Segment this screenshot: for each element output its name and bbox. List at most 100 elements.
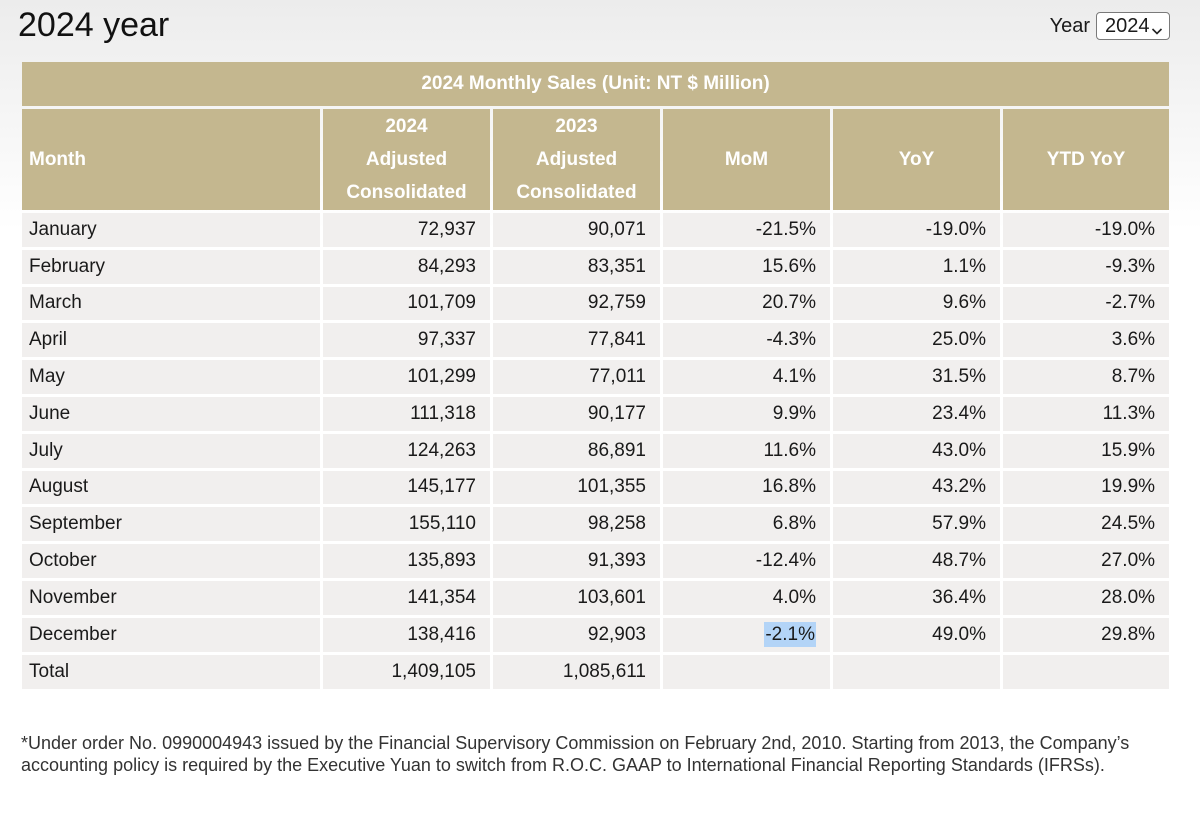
cell-2024: 135,893 (323, 544, 490, 578)
cell-month: February (22, 249, 320, 284)
header-ytd-yoy: YTD YoY (1003, 109, 1170, 210)
cell-yoy: 31.5% (833, 360, 1000, 394)
header-2023-adjusted-consolidated: 2023 Adjusted Consolidated (493, 109, 660, 210)
cell-mom: -21.5% (663, 213, 830, 247)
table-row: October 135,893 91,393 -12.4% 48.7% 27.0… (22, 544, 1170, 578)
cell-ytd-yoy: -9.3% (1003, 249, 1170, 284)
cell-yoy: 1.1% (833, 249, 1000, 284)
cell-mom: 4.0% (663, 580, 830, 615)
cell-2023: 90,071 (493, 213, 660, 247)
cell-2024: 111,318 (323, 396, 490, 431)
cell-mom: -12.4% (663, 544, 830, 578)
header-2023-line-3: Consolidated (516, 182, 637, 203)
chevron-down-icon (1151, 20, 1163, 35)
selected-text-highlight: -2.1% (764, 621, 816, 647)
cell-mom: 4.1% (663, 360, 830, 394)
cell-2024: 97,337 (323, 323, 490, 358)
header-mom: MoM (663, 109, 830, 210)
cell-total-2024: 1,409,105 (323, 654, 490, 689)
cell-mom: 16.8% (663, 470, 830, 505)
cell-ytd-yoy: 8.7% (1003, 360, 1170, 394)
table-row: May 101,299 77,011 4.1% 31.5% 8.7% (22, 360, 1170, 394)
header-2024-line-2: Adjusted (365, 149, 448, 170)
cell-2023: 86,891 (493, 433, 660, 468)
cell-2023: 83,351 (493, 249, 660, 284)
cell-ytd-yoy: 11.3% (1003, 396, 1170, 431)
table-row: June 111,318 90,177 9.9% 23.4% 11.3% (22, 396, 1170, 431)
cell-total-2023: 1,085,611 (493, 654, 660, 689)
cell-mom: 11.6% (663, 433, 830, 468)
cell-2024: 145,177 (323, 470, 490, 505)
cell-2023: 92,759 (493, 286, 660, 321)
header-month: Month (22, 109, 320, 210)
cell-yoy: 43.2% (833, 470, 1000, 505)
cell-ytd-yoy: 3.6% (1003, 323, 1170, 358)
table-caption: 2024 Monthly Sales (Unit: NT $ Million) (22, 62, 1170, 106)
year-label: Year (1049, 14, 1090, 37)
cell-2024: 101,709 (323, 286, 490, 321)
table-row: November 141,354 103,601 4.0% 36.4% 28.0… (22, 580, 1170, 615)
cell-2023: 98,258 (493, 507, 660, 542)
cell-2023: 91,393 (493, 544, 660, 578)
table-row: February 84,293 83,351 15.6% 1.1% -9.3% (22, 249, 1170, 284)
cell-total-yoy (833, 654, 1000, 689)
page-title: 2024 year (18, 6, 170, 44)
header-2023-line-2: Adjusted (535, 149, 618, 170)
table-row: April 97,337 77,841 -4.3% 25.0% 3.6% (22, 323, 1170, 358)
header-2024-adjusted-consolidated: 2024 Adjusted Consolidated (323, 109, 490, 210)
cell-month: August (22, 470, 320, 505)
cell-2023: 77,841 (493, 323, 660, 358)
cell-mom: 9.9% (663, 396, 830, 431)
cell-yoy: 25.0% (833, 323, 1000, 358)
cell-month: July (22, 433, 320, 468)
table-row: December 138,416 92,903 -2.1% 49.0% 29.8… (22, 617, 1170, 652)
cell-month: December (22, 617, 320, 652)
cell-ytd-yoy: -19.0% (1003, 213, 1170, 247)
cell-total-mom (663, 654, 830, 689)
cell-2024: 84,293 (323, 249, 490, 284)
cell-month: March (22, 286, 320, 321)
cell-2024: 138,416 (323, 617, 490, 652)
cell-month: May (22, 360, 320, 394)
cell-2023: 103,601 (493, 580, 660, 615)
table-row: January 72,937 90,071 -21.5% -19.0% -19.… (22, 213, 1170, 247)
cell-ytd-yoy: 24.5% (1003, 507, 1170, 542)
cell-yoy: 43.0% (833, 433, 1000, 468)
cell-yoy: 9.6% (833, 286, 1000, 321)
cell-total-ytd-yoy (1003, 654, 1170, 689)
cell-2024: 141,354 (323, 580, 490, 615)
year-picker: Year 2024 (1050, 12, 1170, 40)
cell-mom: -4.3% (663, 323, 830, 358)
cell-total-label: Total (22, 654, 320, 689)
cell-yoy: 36.4% (833, 580, 1000, 615)
cell-month: November (22, 580, 320, 615)
cell-month: January (22, 213, 320, 247)
year-select-value: 2024 (1105, 14, 1150, 37)
table-row: September 155,110 98,258 6.8% 57.9% 24.5… (22, 507, 1170, 542)
year-select[interactable]: 2024 (1096, 12, 1170, 40)
cell-yoy: 23.4% (833, 396, 1000, 431)
cell-mom: -2.1% (663, 617, 830, 652)
cell-ytd-yoy: 29.8% (1003, 617, 1170, 652)
table-row: July 124,263 86,891 11.6% 43.0% 15.9% (22, 433, 1170, 468)
cell-month: September (22, 507, 320, 542)
cell-mom: 15.6% (663, 249, 830, 284)
footnote: *Under order No. 0990004943 issued by th… (21, 733, 1130, 775)
cell-mom: 20.7% (663, 286, 830, 321)
table-total-row: Total 1,409,105 1,085,611 (22, 654, 1170, 689)
cell-yoy: 48.7% (833, 544, 1000, 578)
cell-month: April (22, 323, 320, 358)
cell-2024: 72,937 (323, 213, 490, 247)
monthly-sales-table: 2024 Monthly Sales (Unit: NT $ Million) … (19, 59, 1172, 692)
cell-2024: 101,299 (323, 360, 490, 394)
cell-ytd-yoy: 27.0% (1003, 544, 1170, 578)
header-yoy: YoY (833, 109, 1000, 210)
cell-ytd-yoy: 28.0% (1003, 580, 1170, 615)
cell-yoy: -19.0% (833, 213, 1000, 247)
cell-ytd-yoy: 15.9% (1003, 433, 1170, 468)
cell-month: October (22, 544, 320, 578)
cell-2023: 77,011 (493, 360, 660, 394)
cell-yoy: 57.9% (833, 507, 1000, 542)
cell-month: June (22, 396, 320, 431)
header-2023-line-1: 2023 (555, 116, 598, 137)
